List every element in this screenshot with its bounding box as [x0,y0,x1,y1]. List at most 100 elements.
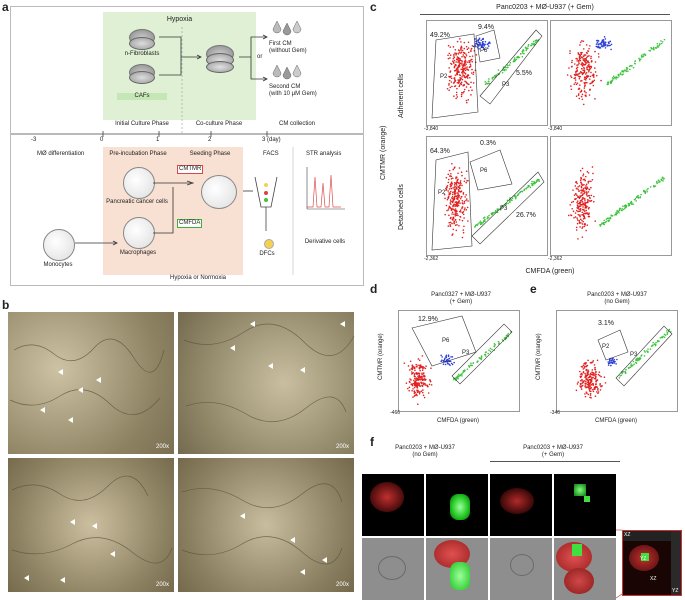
scatter-dot [480,358,483,361]
scatter-dot [449,225,452,228]
scatter-dot [461,76,463,78]
scatter-dot [450,77,453,80]
scatter-dot [464,65,466,67]
scatter-dot [576,182,578,185]
scatter-dot [455,177,457,180]
scatter-dot [417,364,419,367]
scatter-dot [414,383,417,386]
scatter-dot [493,211,496,214]
scatter-dot [577,238,579,240]
scatter-dot [456,223,458,226]
scatter-dot [486,43,489,46]
scatter-dot [585,75,588,78]
scatter-dot [609,216,612,219]
scatter-dot [608,217,610,219]
scatter-dot [420,382,423,385]
scatter-dot [585,175,587,178]
scatter-dot [583,71,585,74]
scatter-dot [584,382,586,385]
scatter-dot [449,224,451,226]
scatter-dot [428,383,431,386]
scatter-dot [589,200,592,202]
scatter-dot [468,366,471,368]
scatter-dot [622,370,625,373]
scatter-dot [657,179,660,182]
scatter-dot [589,385,591,388]
scatter-dot [419,375,421,378]
scatter-dot [625,70,627,73]
scatter-dot [585,188,588,191]
scatter-dot [461,184,463,187]
scatter-dot [625,368,627,371]
scatter-dot [582,202,585,205]
c-xlabel: CMFDA (green) [525,268,575,275]
scatter-dot [579,226,581,228]
scatter-dot [472,45,475,48]
scatter-dot [465,75,468,78]
scatter-dot [586,68,589,71]
scatter-dot [636,359,638,362]
mo-diff-label: MØ differentiation [37,151,85,157]
scatter-dot [470,49,472,51]
scatter-dot [655,341,657,344]
scatter-dot [527,43,530,46]
scatter-dot [459,374,462,377]
scatter-dot [586,61,588,64]
scatter-dot [570,201,573,204]
scatter-dot [584,204,586,207]
pcc-dish-icon [123,167,155,199]
scatter-dot [608,44,610,47]
scatter-dot [580,71,583,74]
scatter-dot [589,394,592,396]
scatter-dot [506,199,509,202]
scatter-dot [465,45,468,48]
scatter-dot [585,378,588,380]
scatter-dot [530,44,532,47]
scatter-dot [525,49,528,52]
scatter-dot [594,71,597,73]
scatter-dot [588,194,591,197]
scatter-dot [453,184,456,186]
scatter-dot [589,379,592,381]
scatter-dot [449,190,452,193]
scatter-dot [621,73,624,76]
scatter-dot [415,379,417,382]
scatter-dot [579,57,582,59]
scatter-dot [580,388,583,390]
scatter-dot [637,357,639,360]
scatter-dot [575,180,578,183]
scatter-dot [587,50,590,53]
e-g1: P2 [602,344,610,350]
scatter-dot [424,382,426,385]
f-yz-label: YZ [640,556,647,562]
scatter-dot [452,61,455,63]
scatter-dot [466,66,468,68]
scatter-dot [640,54,643,57]
scatter-dot [582,103,585,106]
scatter-dot [583,69,586,72]
scatter-dot [454,190,457,193]
scatter-dot [424,379,426,382]
scatter-dot [463,83,465,86]
scatter-dot [602,42,605,45]
c-bl-g3: P3 [500,206,508,212]
scatter-dot [583,78,586,80]
scatter-dot [576,383,579,385]
c-br-xstart: -2,362 [548,256,563,262]
scatter-dot [661,41,664,43]
scatter-dot [458,200,461,202]
scatter-dot [455,91,458,94]
scatter-dot [482,37,484,40]
scatter-dot [584,363,587,365]
macro-label: Macrophages [119,250,157,256]
scatter-dot [407,365,410,367]
scatter-dot [411,389,413,392]
scatter-dot [588,188,591,191]
scatter-dot [419,369,421,372]
scatter-dot [632,203,634,206]
dfcs-label: DFCs [259,251,275,257]
scatter-dot [579,373,582,375]
scatter-dot [587,369,589,371]
scatter-dot [578,202,581,205]
f-orthoview [622,530,682,596]
